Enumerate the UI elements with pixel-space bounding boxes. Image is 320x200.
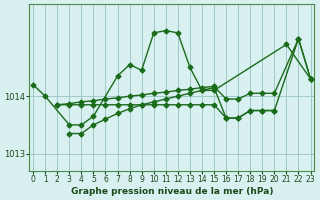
X-axis label: Graphe pression niveau de la mer (hPa): Graphe pression niveau de la mer (hPa) [71,187,273,196]
